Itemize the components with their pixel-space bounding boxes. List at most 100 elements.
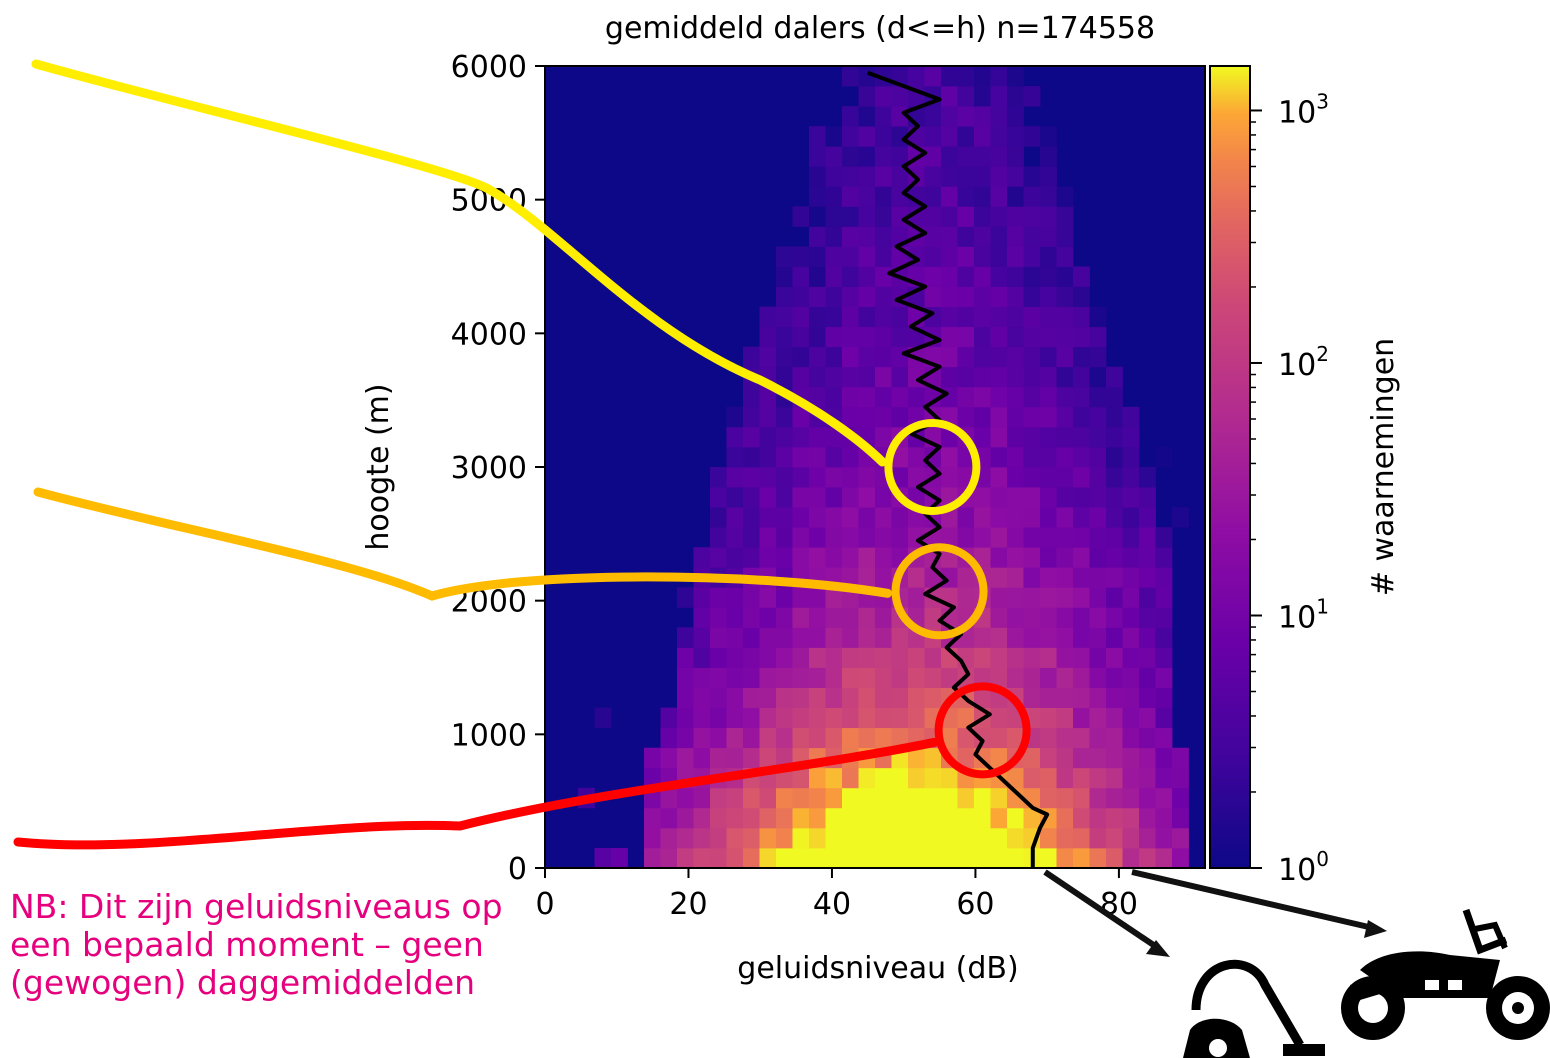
heatmap-cell [1106, 386, 1123, 408]
heatmap-cell [990, 186, 1008, 207]
heatmap-cell [891, 306, 909, 328]
heatmap-cell [809, 246, 826, 267]
heatmap-cell [1040, 847, 1057, 869]
heatmap-cell [941, 527, 958, 548]
heatmap-cell [957, 226, 975, 247]
heatmap-cell [1007, 66, 1024, 87]
heatmap-cell [941, 226, 958, 247]
heatmap-cell [957, 787, 975, 809]
heatmap-cell [941, 126, 958, 147]
chart-title: gemiddeld dalers (d<=h) n=174558 [605, 11, 1155, 46]
heatmap-cell [1089, 507, 1107, 528]
heatmap-cell [924, 386, 942, 408]
heatmap-cell [974, 787, 991, 809]
heatmap-cell [825, 547, 843, 568]
heatmap-cell [809, 707, 826, 729]
heatmap-cell [974, 727, 991, 749]
heatmap-cell [1056, 627, 1074, 648]
heatmap-cell [990, 607, 1008, 628]
heatmap-cell [858, 106, 876, 127]
heatmap-cell [1073, 807, 1090, 829]
heatmap-cell [743, 787, 760, 809]
heatmap-cell [842, 707, 859, 729]
heatmap-cell [974, 366, 991, 388]
heatmap-cell [924, 226, 942, 247]
heatmap-cell [1155, 727, 1173, 749]
heatmap-cell [1007, 446, 1024, 468]
heatmap-cell [1089, 366, 1107, 388]
heatmap-cell [1023, 647, 1041, 668]
heatmap-cell [776, 847, 793, 869]
heatmap-cell [858, 326, 876, 348]
heatmap-cell [792, 527, 810, 548]
heatmap-cell [1007, 286, 1024, 307]
heatmap-cell [825, 266, 843, 287]
heatmap-cell [726, 647, 744, 668]
heatmap-cell [891, 386, 909, 408]
heatmap-cell [1155, 847, 1173, 869]
heatmap-cell [990, 226, 1008, 247]
heatmap-cell [1056, 326, 1074, 348]
heatmap-cell [974, 807, 991, 829]
heatmap-cell [792, 406, 810, 428]
heatmap-cell [776, 507, 793, 528]
heatmap-cell [1155, 667, 1173, 688]
heatmap-cell [726, 727, 744, 749]
heatmap-cell [660, 727, 678, 749]
heatmap-cell [1155, 767, 1173, 789]
heatmap-cell [875, 727, 892, 749]
x-tick-label: 20 [669, 887, 707, 922]
heatmap-cell [710, 787, 727, 809]
heatmap-cell [726, 827, 744, 849]
heatmap-cell [1089, 487, 1107, 508]
heatmap-cell [1040, 126, 1057, 147]
heatmap-cell [858, 406, 876, 428]
y-tick-label: 6000 [451, 50, 527, 85]
heatmap-cell [1056, 386, 1074, 408]
heatmap-cell [726, 527, 744, 548]
heatmap-cell [693, 687, 711, 708]
heatmap-cell [990, 807, 1008, 829]
heatmap-cell [974, 66, 991, 87]
heatmap-cell [1040, 827, 1057, 849]
heatmap-cell [1040, 406, 1057, 428]
heatmap-cell [875, 487, 892, 508]
heatmap-cell [1089, 607, 1107, 628]
heatmap-cell [858, 567, 876, 588]
heatmap-cell [743, 707, 760, 729]
heatmap-cell [825, 166, 843, 187]
heatmap-cell [1139, 747, 1156, 769]
heatmap-cell [974, 286, 991, 307]
heatmap-cell [1155, 827, 1173, 849]
heatmap-cell [776, 326, 793, 348]
heatmap-cell [1056, 667, 1074, 688]
heatmap-cell [990, 206, 1008, 227]
heatmap-cell [1007, 386, 1024, 408]
heatmap-cell [908, 787, 925, 809]
y-tick-label: 4000 [451, 317, 527, 352]
heatmap-cell [957, 146, 975, 167]
heatmap-cell [908, 667, 925, 688]
heatmap-cell [1089, 527, 1107, 548]
heatmap-cell [825, 186, 843, 207]
heatmap-cell [891, 687, 909, 708]
heatmap-cell [1023, 487, 1041, 508]
heatmap-cell [957, 747, 975, 769]
heatmap-cell [594, 847, 612, 869]
heatmap-cell [941, 446, 958, 468]
heatmap-cell [1040, 186, 1057, 207]
heatmap-cell [1007, 106, 1024, 127]
heatmap-cell [858, 547, 876, 568]
heatmap-cell [1106, 767, 1123, 789]
heatmap-cell [842, 607, 859, 628]
heatmap-cell [792, 687, 810, 708]
heatmap-cell [1122, 406, 1140, 428]
heatmap-cell [858, 246, 876, 267]
heatmap-cell [924, 667, 942, 688]
heatmap-cell [875, 707, 892, 729]
heatmap-cell [825, 687, 843, 708]
heatmap-cell [710, 747, 727, 769]
colorbar-tick-label: 100 [1278, 847, 1329, 888]
heatmap-cell [941, 467, 958, 488]
